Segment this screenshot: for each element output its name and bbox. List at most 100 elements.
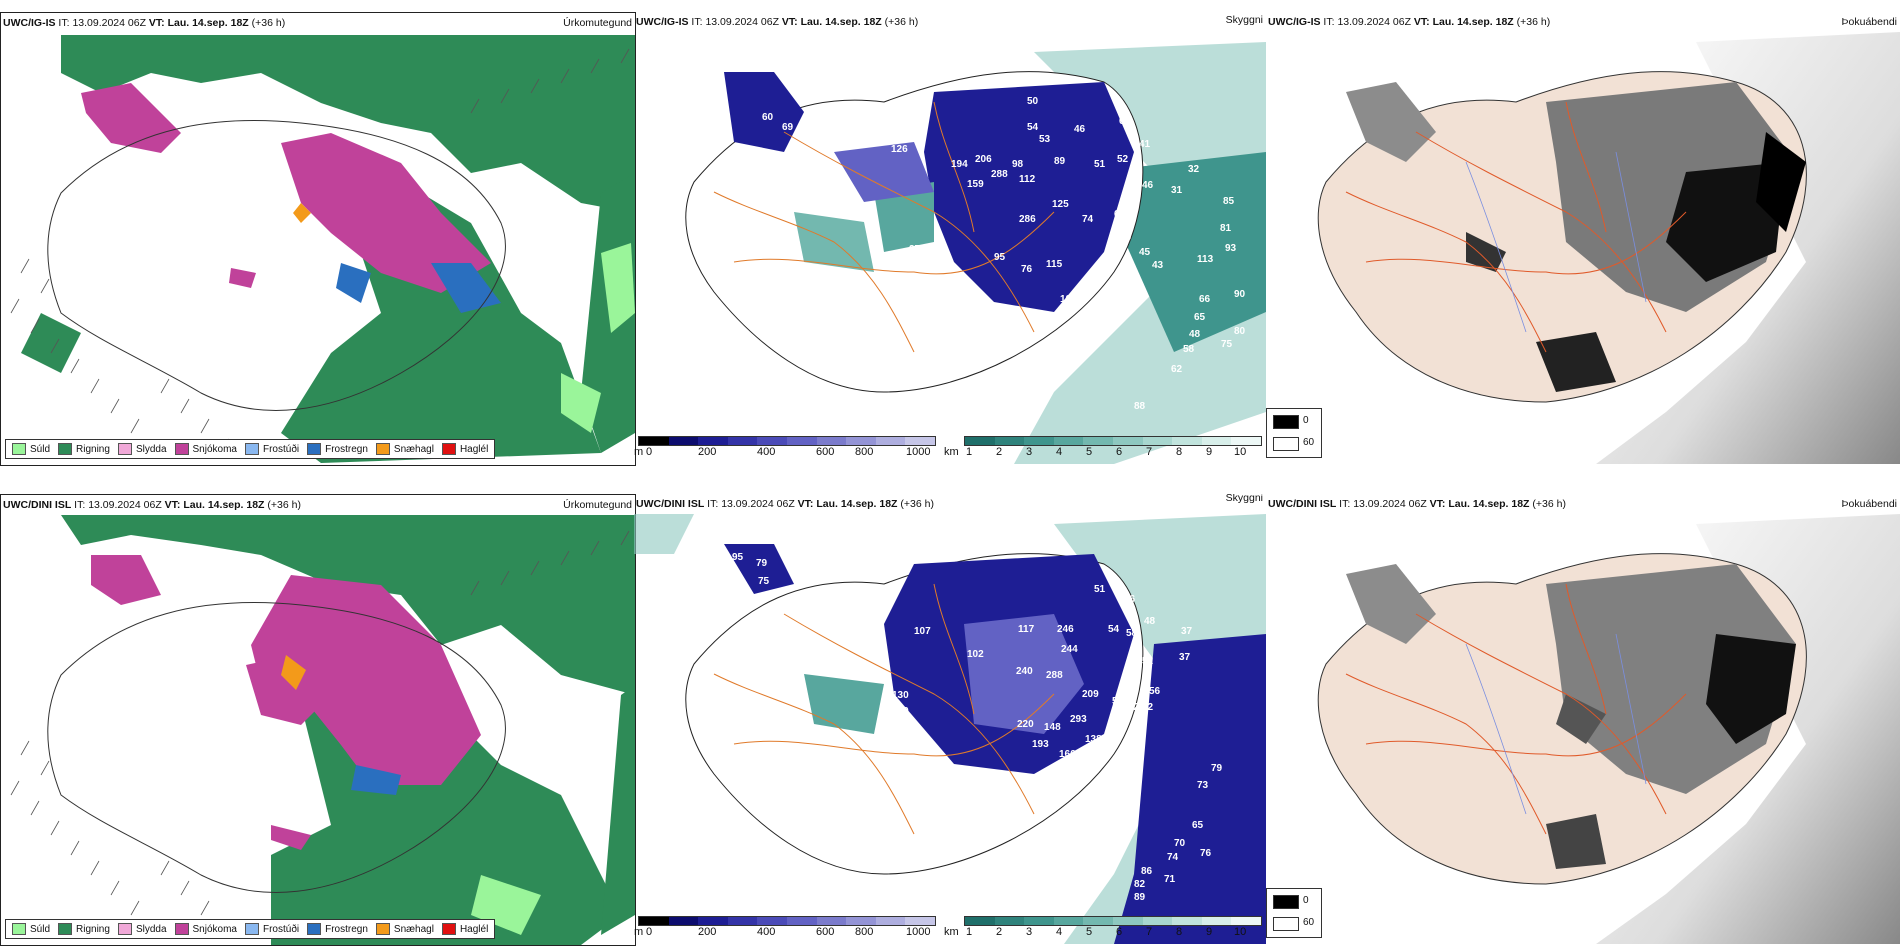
tick-label: 2 bbox=[996, 926, 1003, 938]
legend-item: Snjókoma bbox=[174, 923, 237, 935]
unit-label: km bbox=[944, 926, 959, 938]
value-label: 75 bbox=[758, 576, 770, 587]
fog-legend-label: 60 bbox=[1303, 917, 1315, 928]
value-label: 115 bbox=[1046, 259, 1063, 270]
ceiling-bar bbox=[638, 916, 936, 926]
tick-label: 7 bbox=[1146, 446, 1153, 458]
cloud-map: 50 46 63 54 53 41 52 51 89 98 112 125 74… bbox=[685, 42, 1266, 464]
value-label: 70 bbox=[1174, 838, 1186, 849]
fog-map bbox=[1317, 32, 1900, 464]
value-label: 130 bbox=[892, 690, 909, 701]
tick-label: 1 bbox=[966, 446, 973, 458]
value-label: 80 bbox=[1094, 275, 1106, 286]
value-label: 100 bbox=[892, 706, 909, 717]
tick-label: 8 bbox=[1176, 446, 1183, 458]
value-label: 166 bbox=[1059, 749, 1076, 760]
fog-legend: 0 60 bbox=[1266, 408, 1322, 458]
value-label: 206 bbox=[975, 154, 992, 165]
value-label: 288 bbox=[1046, 670, 1063, 681]
fog-panel-row2: UWC/DINI ISL IT: 13.09.2024 06Z VT: Lau.… bbox=[1266, 494, 1900, 944]
fog-legend-label: 60 bbox=[1303, 437, 1315, 448]
legend-item: Slydda bbox=[117, 923, 167, 935]
visibility-colorbar: km 1 2 3 4 5 6 7 8 9 10 bbox=[944, 916, 1266, 940]
value-label: 66 bbox=[1199, 294, 1211, 305]
cloud-panel-row1: 50 46 63 54 53 41 52 51 89 98 112 125 74… bbox=[634, 12, 1266, 464]
panel-title: UWC/DINI ISL IT: 13.09.2024 06Z VT: Lau.… bbox=[636, 498, 934, 510]
tick-label: 1000 bbox=[906, 446, 931, 458]
value-label: 64 bbox=[1114, 209, 1126, 220]
value-label: 90 bbox=[1234, 289, 1246, 300]
tick-label: 400 bbox=[757, 926, 776, 938]
value-label: 117 bbox=[1018, 624, 1035, 635]
unit-label: m bbox=[634, 446, 644, 458]
fog-map bbox=[1317, 514, 1900, 944]
precip-panel-row1: UWC/IG-IS IT: 13.09.2024 06Z VT: Lau. 14… bbox=[0, 12, 636, 466]
fog-legend-label: 0 bbox=[1303, 895, 1309, 906]
tick-label: 10 bbox=[1234, 926, 1247, 938]
tick-label: 9 bbox=[1206, 446, 1213, 458]
value-label: 86 bbox=[1141, 866, 1153, 877]
legend-item: Rigning bbox=[58, 443, 110, 455]
tick-label: 6 bbox=[1116, 926, 1123, 938]
panel-type-label: Þokuábendi bbox=[1841, 16, 1897, 28]
fog-panel-row1: UWC/IG-IS IT: 13.09.2024 06Z VT: Lau. 14… bbox=[1266, 12, 1900, 464]
tick-label: 8 bbox=[1176, 926, 1183, 938]
visibility-bar bbox=[964, 436, 1262, 446]
tick-label: 4 bbox=[1056, 446, 1063, 458]
value-label: 107 bbox=[914, 626, 931, 637]
tick-label: 7 bbox=[1146, 926, 1153, 938]
legend-item: Snæhagl bbox=[375, 923, 434, 935]
value-label: 51 bbox=[1094, 584, 1106, 595]
legend-item: Frostúði bbox=[244, 923, 299, 935]
visibility-bar bbox=[964, 916, 1262, 926]
value-label: 48 bbox=[1189, 329, 1201, 340]
value-label: 288 bbox=[991, 169, 1008, 180]
value-label: 71 bbox=[1164, 874, 1176, 885]
value-label: 51 bbox=[1094, 159, 1106, 170]
value-label: 98 bbox=[1012, 159, 1024, 170]
value-label: 31 bbox=[1171, 185, 1183, 196]
legend-item: Frostregn bbox=[307, 923, 368, 935]
value-label: 58 bbox=[1126, 628, 1138, 639]
tick-label: 5 bbox=[1086, 446, 1093, 458]
visibility-colorbar: km 1 2 3 4 5 6 7 8 9 10 bbox=[944, 436, 1266, 460]
tick-label: 9 bbox=[1206, 926, 1213, 938]
value-label: 58 bbox=[1183, 344, 1195, 355]
value-label: 138 bbox=[1085, 734, 1102, 745]
precip-legend: Súld Rigning Slydda Snjókoma Frostúði Fr… bbox=[5, 919, 496, 939]
tick-label: 2 bbox=[996, 446, 1003, 458]
panel-title: UWC/DINI ISL IT: 13.09.2024 06Z VT: Lau.… bbox=[1268, 498, 1566, 510]
value-label: 41 bbox=[1139, 139, 1151, 150]
tick-label: 600 bbox=[816, 446, 835, 458]
value-label: 56 bbox=[1149, 686, 1161, 697]
cloud-panel-row2: 51 56 48 54 58 37 52 37 56 42 50 52 209 … bbox=[634, 494, 1266, 944]
value-label: 52 bbox=[1128, 702, 1140, 713]
fog-legend-label: 0 bbox=[1303, 415, 1309, 426]
value-label: 76 bbox=[1200, 848, 1212, 859]
ceiling-bar bbox=[638, 436, 936, 446]
panel-type-label: Úrkomutegund bbox=[563, 499, 632, 511]
value-label: 53 bbox=[1039, 134, 1051, 145]
panel-type-label: Úrkomutegund bbox=[563, 17, 632, 29]
value-label: 82 bbox=[1134, 879, 1146, 890]
legend-item: Rigning bbox=[58, 923, 110, 935]
value-label: 69 bbox=[782, 122, 794, 133]
tick-label: 400 bbox=[757, 446, 776, 458]
tick-label: 1000 bbox=[906, 926, 931, 938]
value-label: 113 bbox=[1197, 254, 1214, 265]
ceiling-colorbar: m 0 200 400 600 800 1000 bbox=[634, 916, 938, 940]
value-label: 75 bbox=[1221, 339, 1233, 350]
value-label: 42 bbox=[1142, 702, 1154, 713]
value-label: 62 bbox=[1171, 364, 1183, 375]
unit-label: km bbox=[944, 446, 959, 458]
panel-type-label: Þokuábendi bbox=[1841, 498, 1897, 510]
unit-label: m bbox=[634, 926, 644, 938]
tick-label: 3 bbox=[1026, 926, 1033, 938]
value-label: 65 bbox=[1194, 312, 1206, 323]
precip-legend: Súld Rigning Slydda Snjókoma Frostúði Fr… bbox=[5, 439, 496, 459]
value-label: 220 bbox=[1017, 719, 1034, 730]
cloud-labels-row1: 50 46 63 54 53 41 52 51 89 98 112 125 74… bbox=[762, 96, 1246, 412]
value-label: 80 bbox=[1234, 326, 1246, 337]
panel-title: UWC/IG-IS IT: 13.09.2024 06Z VT: Lau. 14… bbox=[1268, 16, 1551, 28]
value-label: 54 bbox=[1027, 122, 1039, 133]
